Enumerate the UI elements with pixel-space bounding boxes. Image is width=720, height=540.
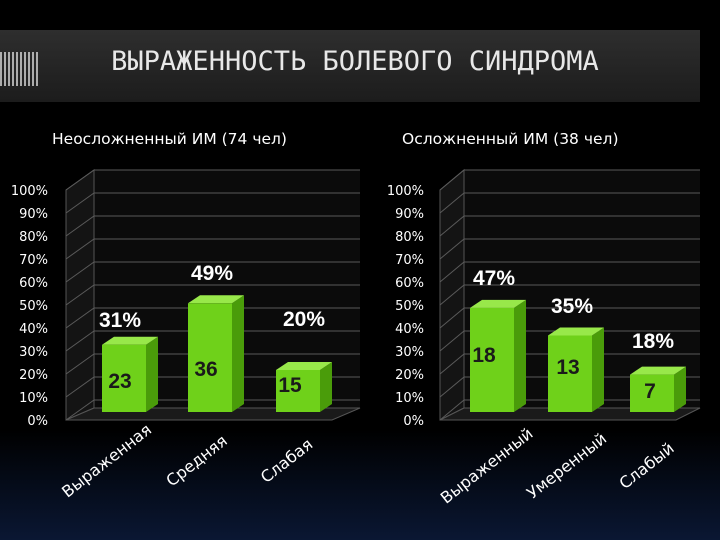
- y-tick-label: 70%: [395, 253, 424, 268]
- y-tick-label: 80%: [19, 230, 48, 245]
- gridline: [439, 169, 700, 191]
- page-title: ВЫРАЖЕННОСТЬ БОЛЕВОГО СИНДРОМА: [111, 46, 599, 77]
- bar-top: [630, 366, 686, 375]
- bar-top: [102, 336, 158, 345]
- y-tick-label: 100%: [387, 184, 424, 199]
- bar-count-label: 18: [472, 344, 496, 367]
- bar-count-label: 7: [644, 380, 656, 403]
- gridline: [65, 238, 360, 260]
- bar-value-label: 35%: [551, 295, 593, 318]
- y-tick-label: 90%: [395, 207, 424, 222]
- gridline: [439, 284, 700, 306]
- bar-value-label: 49%: [191, 262, 233, 285]
- y-tick-label: 100%: [11, 184, 48, 199]
- gridline: [65, 192, 360, 214]
- y-tick-label: 20%: [395, 368, 424, 383]
- bar-count-label: 13: [556, 356, 579, 379]
- gridline: [439, 192, 700, 214]
- x-category-label: Умеренный: [523, 429, 610, 503]
- gridline: [65, 169, 360, 191]
- y-tick-label: 40%: [19, 322, 48, 337]
- gridline: [439, 238, 700, 260]
- bar: [188, 303, 232, 412]
- gridline: [439, 307, 700, 329]
- gridline: [65, 376, 360, 398]
- bar-count-label: 23: [108, 370, 131, 393]
- title-band: [0, 30, 700, 102]
- bar-top: [470, 299, 526, 308]
- y-tick-label: 50%: [395, 299, 424, 314]
- y-tick-label: 60%: [395, 276, 424, 291]
- bar-value-label: 18%: [632, 330, 674, 353]
- gridline: [65, 307, 360, 329]
- bar-top: [188, 295, 244, 304]
- y-tick-label: 40%: [395, 322, 424, 337]
- y-tick-label: 80%: [395, 230, 424, 245]
- y-tick-label: 30%: [395, 345, 424, 360]
- decorative-stripes: [0, 52, 40, 86]
- gridline: [65, 353, 360, 375]
- bar-value-label: 47%: [473, 267, 515, 290]
- y-tick-label: 30%: [19, 345, 48, 360]
- bar: [548, 335, 592, 412]
- gridline: [65, 215, 360, 237]
- x-category-label: Выраженный: [437, 424, 537, 508]
- chart-title-left: Неосложненный ИМ (74 чел): [52, 130, 287, 148]
- bar-count-label: 36: [194, 358, 217, 381]
- bar-side: [232, 295, 244, 412]
- bar: [630, 374, 674, 412]
- gridline: [439, 215, 700, 237]
- y-tick-label: 50%: [19, 299, 48, 314]
- gridline: [439, 399, 700, 421]
- bar: [276, 370, 320, 412]
- bar-side: [514, 299, 526, 412]
- bar-side: [146, 336, 158, 412]
- y-tick-label: 0%: [27, 414, 48, 429]
- chart-title-right: Осложненный ИМ (38 чел): [402, 130, 619, 148]
- gridline: [439, 330, 700, 352]
- gridline: [439, 261, 700, 283]
- gridline: [65, 284, 360, 306]
- gridline: [65, 399, 360, 421]
- gridline: [65, 261, 360, 283]
- x-category-label: Слабый: [616, 438, 678, 492]
- y-tick-label: 10%: [19, 391, 48, 406]
- bar-top: [276, 362, 332, 370]
- bar-side: [592, 327, 604, 412]
- bar-top: [548, 327, 604, 336]
- bar: [102, 344, 146, 412]
- y-tick-label: 60%: [19, 276, 48, 291]
- gridline: [439, 353, 700, 375]
- background-shade: [0, 430, 720, 540]
- bar: [470, 307, 514, 412]
- y-tick-label: 70%: [19, 253, 48, 268]
- y-tick-label: 0%: [403, 414, 424, 429]
- y-tick-label: 10%: [395, 391, 424, 406]
- y-tick-label: 90%: [19, 207, 48, 222]
- bar-value-label: 31%: [99, 309, 141, 332]
- gridline: [65, 330, 360, 352]
- bar-side: [674, 366, 686, 412]
- gridline: [439, 376, 700, 398]
- bar-count-label: 15: [278, 374, 302, 397]
- y-tick-label: 20%: [19, 368, 48, 383]
- bar-value-label: 20%: [283, 308, 325, 331]
- bar-side: [320, 362, 332, 412]
